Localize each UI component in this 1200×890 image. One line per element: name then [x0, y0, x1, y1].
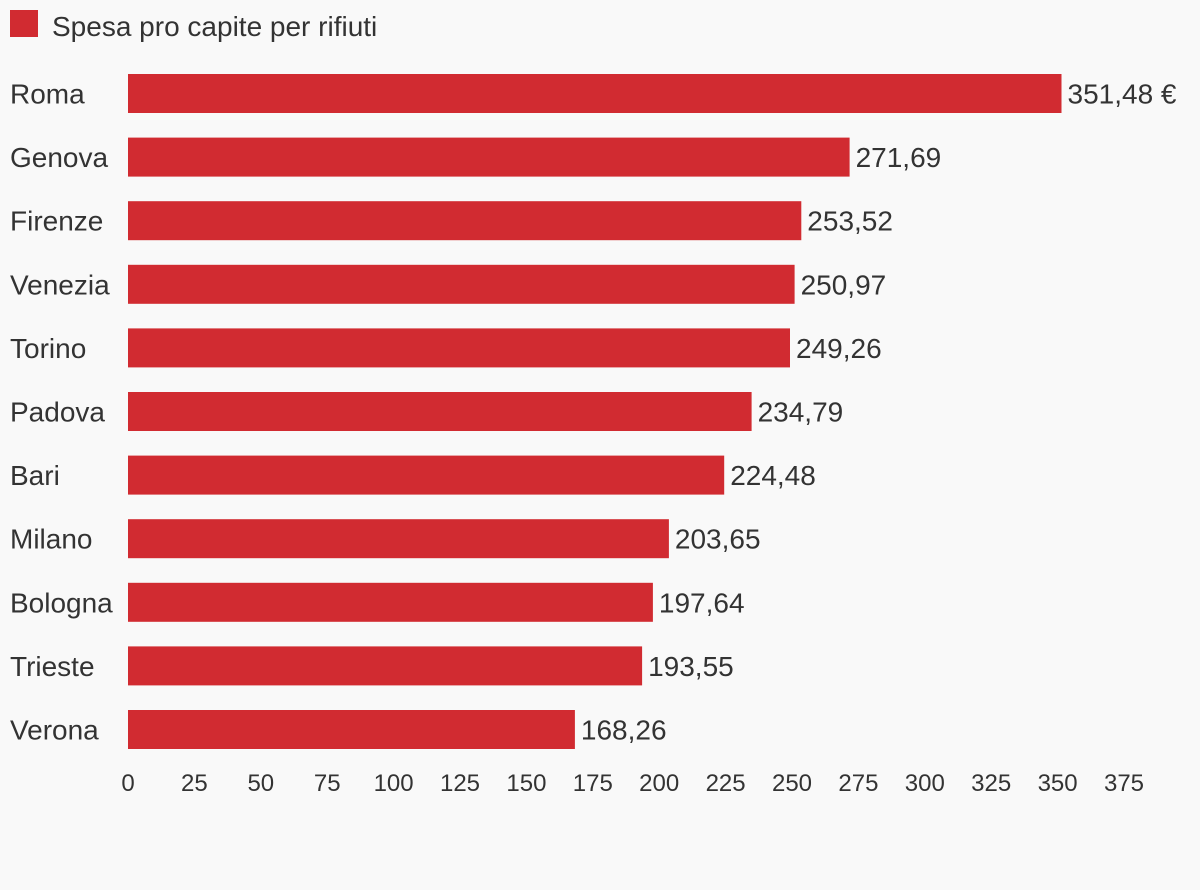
- bar-padova: [128, 392, 752, 431]
- legend: Spesa pro capite per rifiuti: [10, 10, 377, 42]
- category-label-bologna: Bologna: [10, 587, 113, 618]
- bar-verona: [128, 710, 575, 749]
- x-tick-label: 200: [639, 770, 679, 797]
- x-tick-label: 25: [181, 770, 208, 797]
- x-tick-label: 0: [121, 770, 134, 797]
- value-label-padova: 234,79: [758, 397, 844, 428]
- x-tick-label: 125: [440, 770, 480, 797]
- category-label-bari: Bari: [10, 460, 60, 491]
- x-tick-label: 250: [772, 770, 812, 797]
- category-label-firenze: Firenze: [10, 206, 103, 237]
- bar-bari: [128, 455, 725, 495]
- category-label-trieste: Trieste: [10, 651, 95, 682]
- bar-roma: [128, 74, 1062, 113]
- value-label-genova: 271,69: [856, 142, 942, 173]
- value-label-milano: 203,65: [675, 524, 761, 555]
- bar-genova: [128, 137, 850, 177]
- bars-group: [128, 74, 1062, 749]
- category-label-genova: Genova: [10, 142, 108, 173]
- x-tick-label: 375: [1104, 770, 1144, 797]
- value-label-roma: 351,48 €: [1068, 79, 1177, 110]
- value-labels: 351,48 € 271,69 253,52 250,97 249,26 234,79 22…: [581, 79, 1177, 746]
- category-label-milano: Milano: [10, 524, 92, 555]
- x-tick-label: 325: [971, 770, 1011, 797]
- bar-firenze: [128, 201, 802, 241]
- x-tick-label: 275: [838, 770, 878, 797]
- x-tick-label: 350: [1038, 770, 1078, 797]
- category-label-torino: Torino: [10, 333, 86, 364]
- x-tick-label: 225: [706, 770, 746, 797]
- category-label-venezia: Venezia: [10, 269, 110, 300]
- x-tick-label: 50: [247, 770, 274, 797]
- legend-swatch: [10, 10, 38, 37]
- bar-torino: [128, 328, 790, 368]
- value-label-venezia: 250,97: [801, 269, 887, 300]
- value-label-torino: 249,26: [796, 333, 882, 364]
- value-label-bari: 224,48: [730, 460, 816, 491]
- value-label-verona: 168,26: [581, 715, 667, 746]
- x-tick-label: 100: [374, 770, 414, 797]
- x-tick-label: 75: [314, 770, 341, 797]
- x-tick-label: 300: [905, 770, 945, 797]
- value-label-bologna: 197,64: [659, 587, 745, 618]
- bar-milano: [128, 519, 669, 559]
- bar-bologna: [128, 582, 653, 622]
- x-tick-label: 150: [506, 770, 546, 797]
- category-label-roma: Roma: [10, 79, 85, 110]
- value-label-firenze: 253,52: [807, 206, 893, 237]
- value-label-trieste: 193,55: [648, 651, 734, 682]
- category-labels: Roma Genova Firenze Venezia Torino Padova Bari…: [10, 79, 113, 746]
- bar-venezia: [128, 264, 795, 304]
- x-axis: 0 25 50 75 100 125 150 175 200 225 250 275 300 325 350…: [121, 770, 1144, 797]
- category-label-padova: Padova: [10, 397, 105, 428]
- legend-label: Spesa pro capite per rifiuti: [52, 11, 377, 42]
- bar-trieste: [128, 646, 643, 686]
- category-label-verona: Verona: [10, 715, 99, 746]
- x-tick-label: 175: [573, 770, 613, 797]
